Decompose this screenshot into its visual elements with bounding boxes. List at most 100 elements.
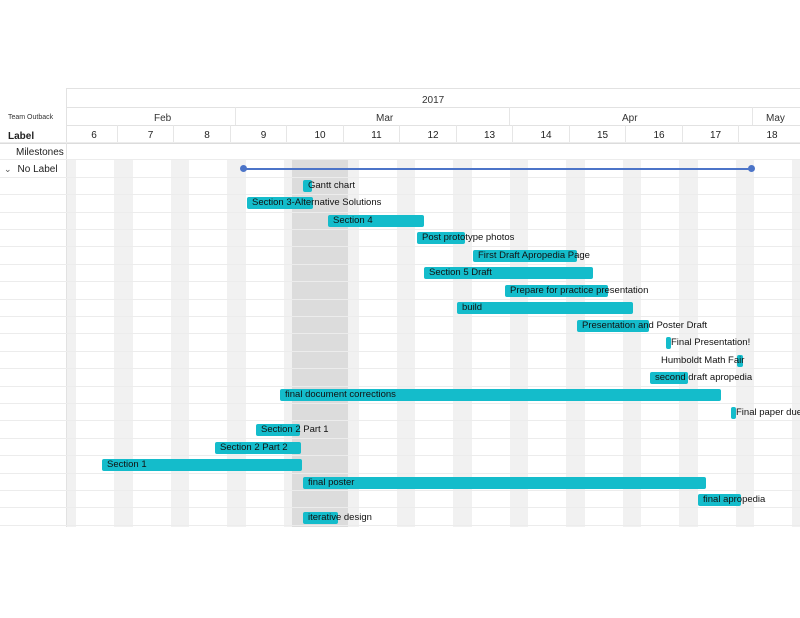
task-label: Final paper due — [736, 406, 800, 418]
group-label: No Label — [17, 164, 58, 175]
month-separator — [235, 107, 236, 125]
task-label: second draft apropedia — [655, 371, 753, 383]
month-label-may: May — [766, 113, 785, 124]
task-bar[interactable] — [280, 389, 721, 402]
row-divider — [0, 298, 800, 300]
task-bar[interactable] — [303, 511, 338, 524]
row-divider — [0, 350, 800, 352]
weekend-stripe — [744, 159, 754, 527]
task-bar[interactable] — [328, 214, 424, 227]
week-separator — [229, 125, 231, 143]
row-divider — [0, 437, 800, 439]
task-bar[interactable] — [731, 406, 736, 419]
month-label-feb: Feb — [154, 113, 172, 124]
week-label: 6 — [91, 130, 97, 141]
project-name: Team Outback — [8, 114, 54, 121]
group-row[interactable]: ⌄ No Label — [4, 164, 58, 175]
week-label: 16 — [653, 130, 665, 141]
weekend-stripe — [405, 159, 415, 527]
task-bar[interactable] — [698, 494, 741, 507]
week-label: 18 — [766, 130, 778, 141]
week-label: 15 — [596, 130, 609, 141]
task-bar[interactable] — [737, 354, 743, 367]
row-divider — [0, 159, 800, 161]
month-label-mar: Mar — [376, 113, 394, 124]
week-label: 10 — [314, 130, 326, 141]
row-divider — [0, 176, 800, 178]
task-label: Section 2 Part 2 — [220, 441, 288, 453]
weekend-stripe — [792, 159, 800, 527]
task-label: Section 4 — [333, 214, 373, 226]
week-label: 12 — [427, 130, 439, 141]
row-divider — [0, 524, 800, 526]
task-label: Section 1 — [107, 459, 147, 471]
task-bar[interactable] — [256, 424, 300, 437]
task-label: Final Presentation! — [671, 337, 751, 349]
task-bar[interactable] — [457, 302, 633, 315]
row-divider — [0, 403, 800, 404]
row-divider — [0, 333, 800, 335]
row-divider — [0, 194, 800, 196]
row-divider — [0, 263, 800, 265]
task-bar[interactable] — [473, 249, 577, 262]
week-label: 14 — [540, 130, 552, 141]
week-separator — [286, 125, 287, 143]
task-bar[interactable] — [215, 441, 301, 454]
header-top-border — [66, 88, 800, 89]
task-bar[interactable] — [650, 371, 688, 384]
task-bar[interactable] — [424, 267, 593, 280]
week-separator — [625, 125, 626, 143]
chevron-down-icon[interactable]: ⌄ — [4, 164, 12, 174]
week-label: 17 — [709, 130, 722, 141]
milestone-line — [244, 168, 752, 170]
task-bar[interactable] — [666, 337, 671, 350]
task-label: final apropedia — [703, 494, 766, 506]
weekend-stripe — [687, 159, 698, 527]
week-label: 7 — [147, 130, 154, 141]
task-label: build — [462, 302, 483, 314]
milestone-end-marker[interactable] — [748, 165, 755, 172]
weekend-stripe — [631, 159, 641, 527]
weekend-stripe — [574, 159, 585, 527]
task-bar[interactable] — [303, 180, 312, 192]
task-bar[interactable] — [505, 284, 608, 297]
task-bar[interactable] — [102, 459, 302, 472]
label-column-header: Label — [8, 131, 35, 142]
task-label: Section 2 Part 1 — [261, 424, 329, 436]
week-separator — [116, 125, 118, 143]
task-label: Presentation and Poster Draft — [582, 319, 708, 331]
task-label: Section 5 Draft — [429, 267, 492, 279]
year-row-border — [66, 107, 800, 108]
weekend-stripe — [518, 159, 528, 527]
month-row-border — [66, 125, 800, 126]
task-bar[interactable] — [303, 476, 706, 489]
weekend-stripe — [179, 159, 189, 527]
week-separator — [568, 125, 570, 143]
month-separator — [752, 107, 753, 125]
row-divider — [0, 385, 800, 387]
row-divider — [0, 507, 800, 509]
task-label: iterative design — [308, 511, 372, 523]
year-label: 2017 — [422, 95, 445, 106]
task-label: Post prototype photos — [422, 232, 515, 244]
week-separator — [681, 125, 683, 143]
row-divider — [0, 281, 800, 283]
weekend-stripe — [348, 159, 359, 527]
task-bar[interactable] — [247, 197, 313, 210]
row-divider — [0, 455, 800, 457]
label-column-divider — [66, 88, 67, 527]
month-label-apr: Apr — [622, 113, 638, 124]
row-divider — [0, 316, 800, 317]
week-separator — [738, 125, 739, 143]
weekend-stripe — [235, 159, 246, 527]
milestone-start-marker[interactable] — [240, 165, 247, 172]
week-separator — [399, 125, 400, 143]
task-bar[interactable] — [417, 232, 465, 245]
row-divider — [0, 420, 800, 422]
task-label: Prepare for practice presentation — [510, 284, 649, 296]
row-divider — [0, 211, 800, 213]
week-separator — [342, 125, 344, 143]
task-bar[interactable] — [577, 319, 649, 332]
row-divider — [0, 472, 800, 474]
